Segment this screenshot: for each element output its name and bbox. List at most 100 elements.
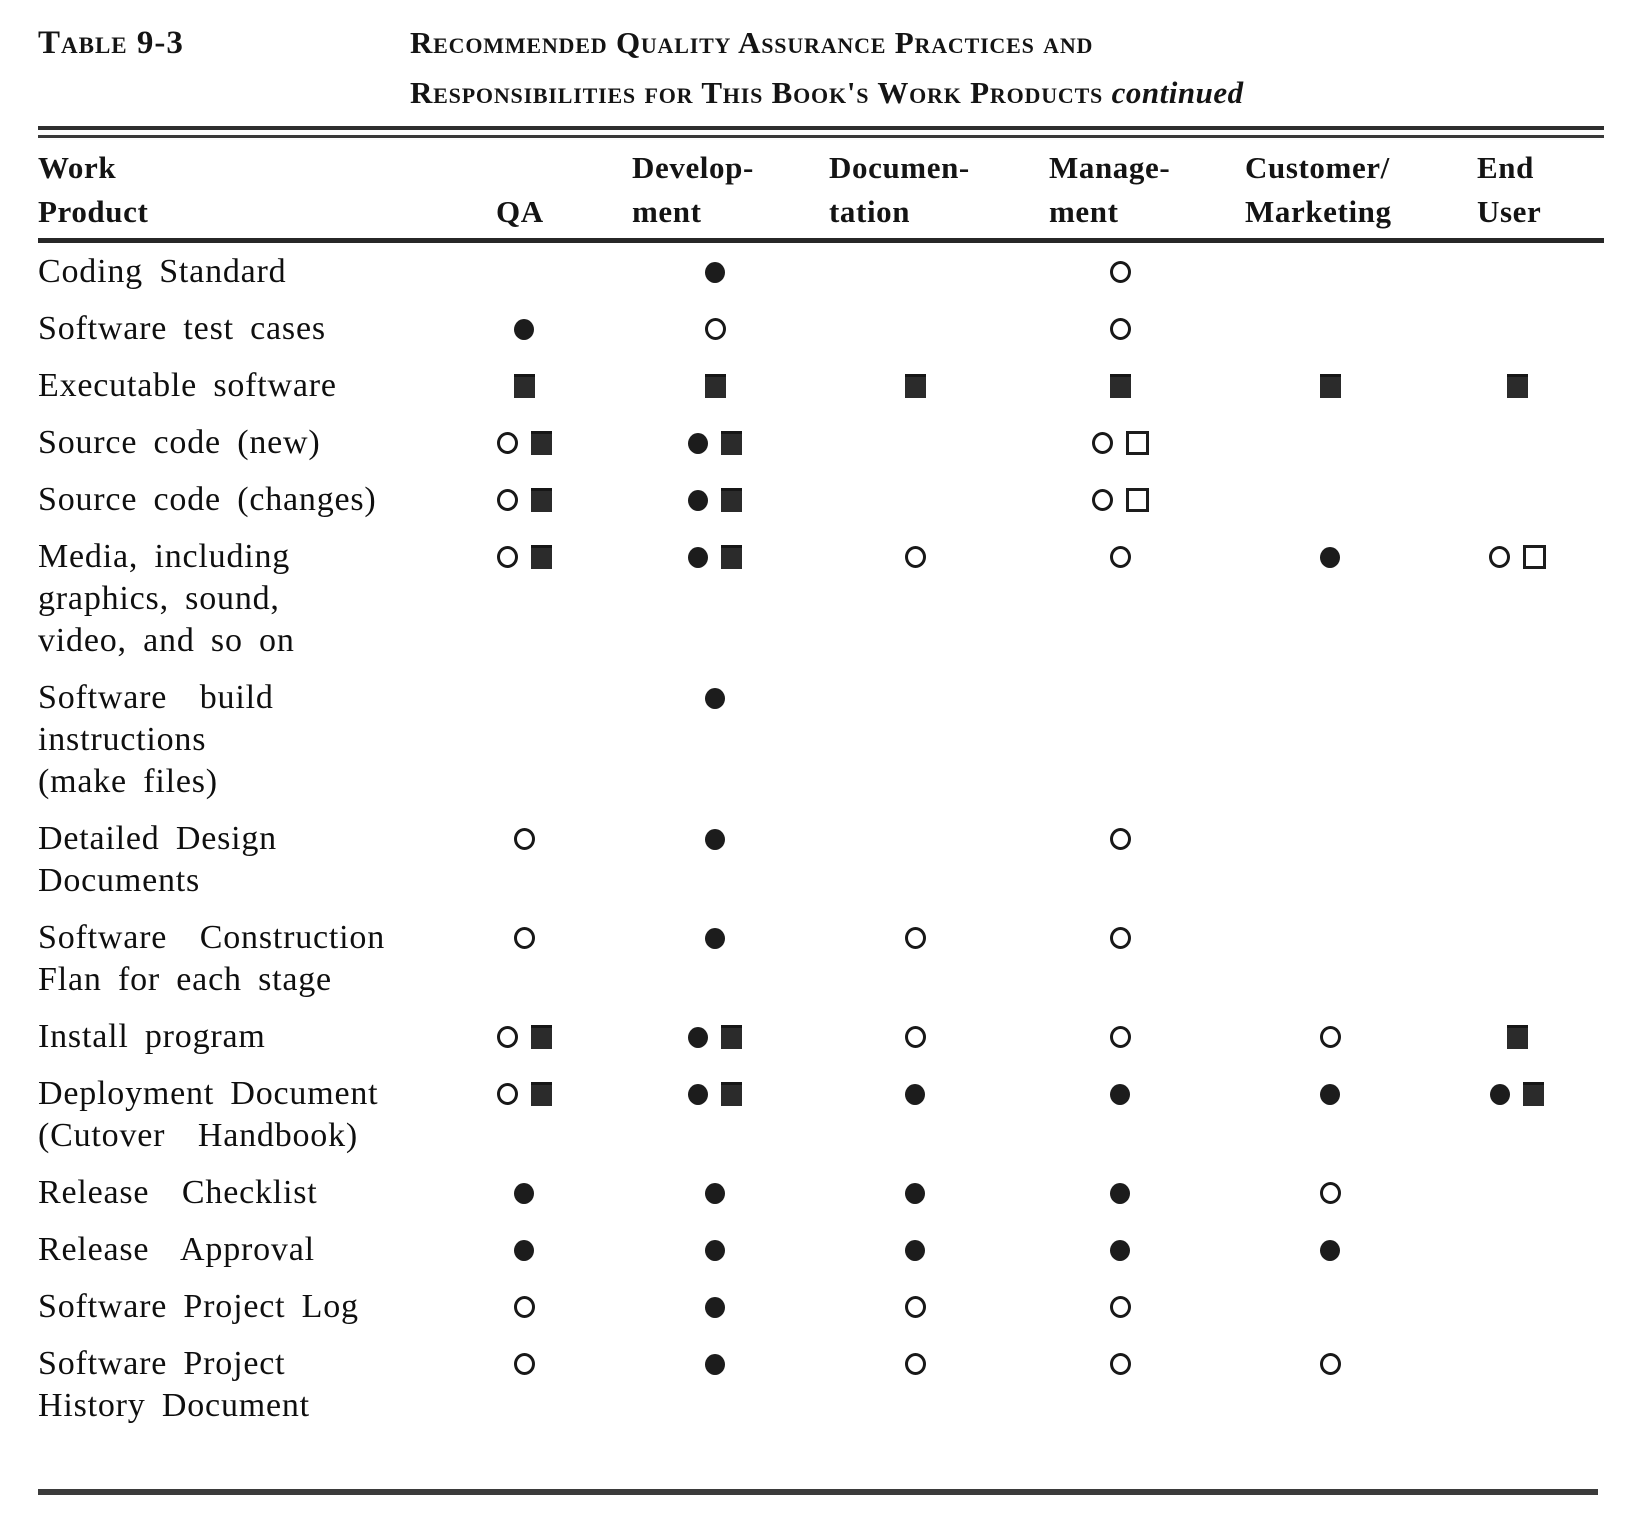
open-circle-icon	[1109, 1026, 1131, 1048]
filled-circle-icon	[1320, 1083, 1340, 1105]
symbol-cell	[1010, 1172, 1230, 1214]
filled-square-icon	[513, 374, 535, 398]
filled-square-icon	[530, 431, 552, 455]
row-label-line: Deployment Document	[38, 1075, 379, 1112]
symbol-cell	[820, 365, 1010, 407]
symbol-cell	[1230, 1172, 1430, 1214]
open-circle-icon	[904, 927, 926, 949]
symbol-cell	[610, 1343, 820, 1385]
symbol-cell	[1230, 917, 1430, 959]
symbol-cell	[610, 1016, 820, 1058]
row-label: Software Project Log	[38, 1286, 438, 1328]
row-label: Source code (changes)	[38, 479, 438, 521]
symbol-cell	[1010, 1286, 1230, 1328]
symbol-cell	[820, 1343, 1010, 1385]
filled-square-icon	[721, 545, 742, 569]
filled-circle-icon	[1110, 1083, 1130, 1105]
filled-square-icon	[1506, 374, 1528, 398]
symbol-cell	[1230, 1073, 1430, 1115]
column-header-line: End	[1477, 150, 1534, 185]
row-label: Software build instructions (make files)	[38, 677, 438, 803]
row-label-line: Documents	[38, 862, 201, 899]
symbol-cell	[1010, 917, 1230, 959]
top-double-rule	[38, 126, 1604, 138]
open-circle-icon	[1488, 546, 1510, 568]
symbol-cell	[1230, 818, 1430, 860]
symbol-cell	[1010, 479, 1230, 521]
filled-circle-icon	[905, 1083, 925, 1105]
row-label-line: Release Checklist	[38, 1174, 318, 1211]
filled-circle-icon	[705, 1239, 725, 1261]
symbol-cell	[1430, 1229, 1604, 1271]
symbol-cell	[438, 251, 610, 293]
open-circle-icon	[496, 489, 518, 511]
column-header-line: Develop-	[632, 150, 754, 185]
symbol-cell	[438, 308, 610, 350]
symbol-cell	[1430, 479, 1604, 521]
open-circle-icon	[1109, 1296, 1131, 1318]
symbol-cell	[820, 1016, 1010, 1058]
column-header-line: ment	[632, 194, 702, 229]
column-header-qa: QA	[438, 146, 610, 234]
filled-circle-icon	[705, 261, 725, 283]
symbol-cell	[820, 1172, 1010, 1214]
open-circle-icon	[904, 1353, 926, 1375]
filled-circle-icon	[688, 546, 708, 568]
symbol-cell	[820, 479, 1010, 521]
symbol-cell	[610, 1172, 820, 1214]
filled-circle-icon	[1320, 1239, 1340, 1261]
filled-circle-icon	[705, 828, 725, 850]
row-label-line: (Cutover Handbook)	[38, 1117, 359, 1154]
table-row: Coding Standard	[38, 251, 1604, 293]
row-label: Executable software	[38, 365, 438, 407]
symbol-cell	[1010, 536, 1230, 578]
symbol-cell	[1010, 1229, 1230, 1271]
row-label-line: Software Project	[38, 1345, 286, 1382]
filled-square-icon	[721, 488, 742, 512]
symbol-cell	[820, 1073, 1010, 1115]
row-label-line: Software Project Log	[38, 1288, 359, 1325]
symbol-cell	[1230, 1229, 1430, 1271]
column-header-line: Manage-	[1049, 150, 1171, 185]
open-circle-icon	[496, 432, 518, 454]
table-row: Software Project History Document	[38, 1343, 1604, 1427]
filled-square-icon	[530, 488, 552, 512]
filled-square-icon	[721, 1082, 742, 1106]
symbol-cell	[610, 917, 820, 959]
symbol-cell	[610, 1229, 820, 1271]
symbol-cell	[438, 1172, 610, 1214]
row-label-line: Flan for each stage	[38, 961, 332, 998]
row-label-line: Software build	[38, 679, 274, 716]
symbol-cell	[438, 818, 610, 860]
filled-circle-icon	[705, 1296, 725, 1318]
row-label: Release Approval	[38, 1229, 438, 1271]
row-label: Coding Standard	[38, 251, 438, 293]
column-header-customer-marketing: Customer/Marketing	[1230, 146, 1430, 234]
symbol-cell	[610, 365, 820, 407]
column-header-line: Product	[38, 194, 149, 229]
symbol-cell	[1230, 422, 1430, 464]
table-header-row: Work Product QA Develop-ment Documen-tation M…	[38, 138, 1604, 238]
symbol-cell	[820, 818, 1010, 860]
column-header-line: ment	[1049, 194, 1119, 229]
symbol-cell	[610, 1286, 820, 1328]
filled-circle-icon	[514, 1182, 534, 1204]
table-row: Deployment Document (Cutover Handbook)	[38, 1073, 1604, 1157]
symbol-cell	[1010, 1343, 1230, 1385]
open-circle-icon	[496, 1083, 518, 1105]
symbol-cell	[438, 677, 610, 719]
row-label: Deployment Document (Cutover Handbook)	[38, 1073, 438, 1157]
table-body: Coding Standard Software test cases Execut…	[38, 243, 1604, 1427]
open-circle-icon	[704, 318, 726, 340]
filled-square-icon	[1109, 374, 1131, 398]
filled-circle-icon	[905, 1182, 925, 1204]
filled-circle-icon	[705, 1182, 725, 1204]
symbol-cell	[610, 1073, 820, 1115]
filled-circle-icon	[688, 1026, 708, 1048]
symbol-cell	[820, 536, 1010, 578]
filled-square-icon	[904, 374, 926, 398]
table-row: Software test cases	[38, 308, 1604, 350]
filled-square-icon	[530, 545, 552, 569]
symbol-cell	[438, 1229, 610, 1271]
